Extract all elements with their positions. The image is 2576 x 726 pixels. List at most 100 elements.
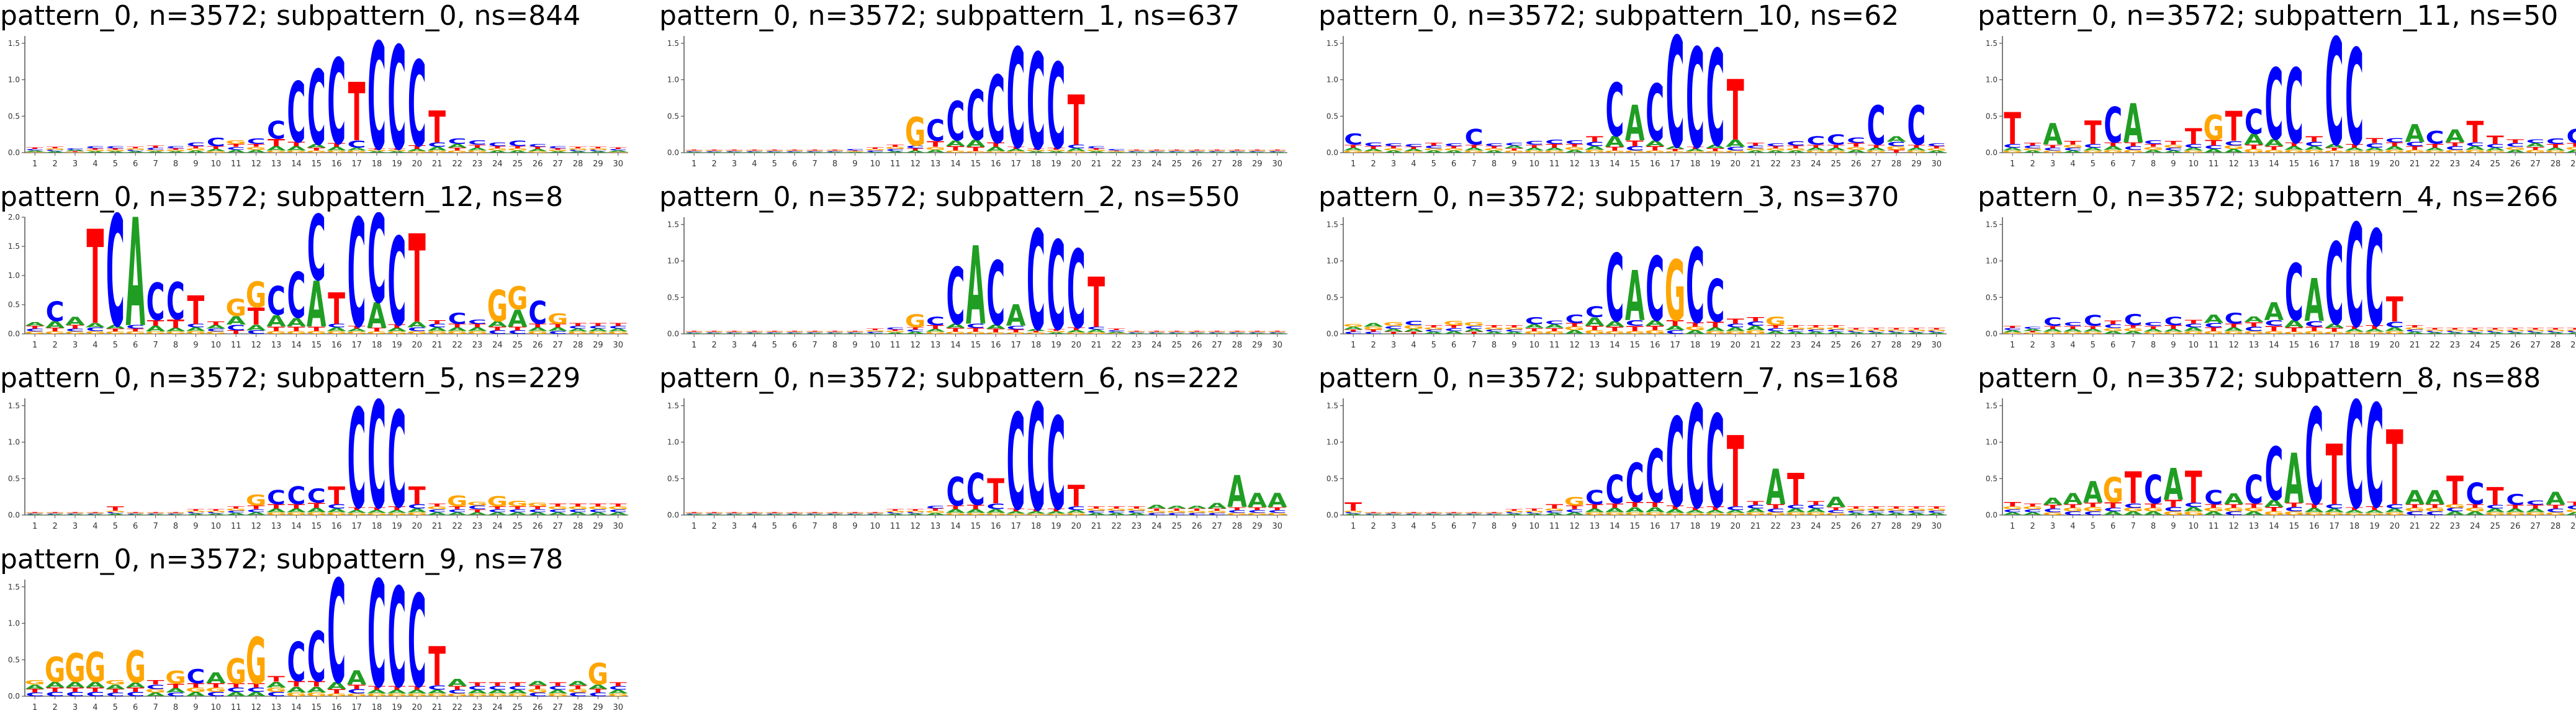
- logo-letter-a: A: [427, 326, 447, 332]
- svg-text:A: A: [1167, 152, 1187, 153]
- logo-letter-t: T: [308, 501, 326, 509]
- logo-letter-c: C: [448, 137, 467, 146]
- logo-letter-g: G: [1926, 148, 1947, 151]
- svg-text:C: C: [126, 150, 145, 152]
- svg-text:A: A: [548, 151, 568, 153]
- svg-text:T: T: [2506, 138, 2524, 144]
- svg-text:C: C: [1107, 330, 1126, 333]
- svg-text:A: A: [805, 514, 826, 516]
- svg-text:G: G: [125, 148, 145, 150]
- logo-letter-c: C: [725, 332, 744, 333]
- svg-text:A: A: [1086, 151, 1106, 153]
- svg-text:G: G: [2083, 150, 2103, 154]
- x-tick-label: 20: [1731, 522, 1741, 531]
- svg-text:A: A: [1424, 150, 1444, 154]
- logo-letter-c: C: [227, 323, 245, 333]
- svg-text:G: G: [85, 330, 106, 334]
- logo-letter-c: C: [1364, 331, 1383, 335]
- svg-text:A: A: [125, 514, 146, 516]
- logo-letter-t: T: [1385, 146, 1402, 150]
- logo-letter-t: T: [389, 324, 406, 329]
- logo-letter-g: G: [1524, 150, 1544, 154]
- svg-text:C: C: [1127, 332, 1146, 333]
- logo-letter-t: T: [1228, 150, 1246, 151]
- logo-letter-g: G: [2525, 149, 2546, 153]
- logo-letter-a: A: [246, 511, 266, 516]
- logo-letter-a: A: [925, 328, 945, 333]
- svg-text:T: T: [2205, 503, 2222, 509]
- svg-text:T: T: [207, 321, 225, 326]
- x-tick-label: 17: [2329, 159, 2340, 169]
- logo-letter-t: T: [766, 512, 783, 513]
- logo-letter-c: C: [1208, 151, 1227, 152]
- logo-letter-t: T: [1048, 328, 1065, 332]
- logo-letter-a: A: [608, 689, 628, 694]
- svg-text:T: T: [469, 508, 486, 513]
- svg-text:T: T: [947, 145, 965, 152]
- svg-text:A: A: [1343, 513, 1363, 516]
- logo-letter-a: A: [865, 152, 886, 153]
- svg-text:C: C: [2526, 138, 2545, 144]
- svg-text:A: A: [45, 320, 65, 331]
- svg-text:G: G: [366, 692, 387, 697]
- svg-text:T: T: [2305, 326, 2323, 333]
- logo-letter-t: T: [1365, 512, 1382, 513]
- x-tick-label: 3: [2050, 522, 2055, 531]
- svg-text:C: C: [1827, 132, 1845, 148]
- svg-text:C: C: [1867, 510, 1886, 514]
- svg-text:G: G: [1403, 151, 1424, 153]
- logo-letter-a: A: [2526, 142, 2546, 148]
- x-tick-label: 21: [432, 522, 443, 531]
- logo-letter-g: G: [2425, 150, 2445, 154]
- logo-letter-t: T: [2506, 328, 2524, 330]
- svg-text:T: T: [348, 506, 366, 511]
- logo-letter-g: G: [2444, 149, 2465, 153]
- svg-text:A: A: [2405, 120, 2425, 148]
- svg-text:A: A: [1585, 315, 1605, 328]
- svg-text:T: T: [227, 329, 245, 335]
- logo-letter-c: C: [845, 332, 864, 333]
- y-tick-label: 1.5: [1986, 39, 1997, 48]
- logo-letter-g: G: [1624, 511, 1645, 516]
- logo-letter-c: C: [826, 151, 844, 152]
- logo-letter-t: T: [2567, 501, 2576, 506]
- x-tick-label: 30: [613, 159, 624, 169]
- svg-text:A: A: [966, 223, 986, 349]
- svg-text:C: C: [946, 90, 965, 153]
- logo-letter-t: T: [847, 331, 864, 332]
- x-tick-label: 29: [2570, 159, 2576, 169]
- svg-text:A: A: [508, 689, 528, 694]
- svg-text:T: T: [2567, 501, 2576, 506]
- logo-letter-a: A: [825, 514, 845, 516]
- svg-text:T: T: [389, 685, 406, 691]
- svg-text:A: A: [1524, 323, 1544, 329]
- logo-letter-t: T: [947, 327, 965, 333]
- svg-text:G: G: [2243, 507, 2264, 513]
- logo-letter-a: A: [986, 323, 1006, 330]
- x-tick-label: 22: [1770, 341, 1781, 350]
- logo-letter-g: G: [945, 331, 966, 335]
- logo-letter-c: C: [1585, 486, 1604, 509]
- logo-letter-c: C: [86, 326, 104, 332]
- svg-text:G: G: [1644, 511, 1665, 516]
- svg-text:T: T: [569, 146, 587, 149]
- svg-text:C: C: [2466, 331, 2484, 333]
- x-tick-label: 28: [573, 703, 583, 712]
- svg-text:T: T: [1485, 146, 1503, 150]
- svg-text:A: A: [1685, 329, 1705, 335]
- logo-letter-a: A: [2023, 150, 2043, 154]
- svg-text:C: C: [1425, 329, 1443, 333]
- logo-letter-a: A: [488, 150, 508, 154]
- logo-letter-a: A: [608, 511, 628, 516]
- x-tick-label: 19: [392, 522, 402, 531]
- svg-text:G: G: [1106, 333, 1127, 334]
- svg-text:C: C: [1585, 141, 1604, 148]
- logo-letter-c: C: [1686, 228, 1705, 347]
- svg-text:G: G: [65, 331, 85, 334]
- svg-text:C: C: [2486, 143, 2505, 149]
- logo-letter-c: C: [146, 513, 165, 514]
- svg-text:C: C: [2305, 320, 2323, 329]
- svg-text:G: G: [2425, 150, 2445, 154]
- logo-letter-c: C: [609, 149, 628, 151]
- svg-text:A: A: [287, 145, 307, 152]
